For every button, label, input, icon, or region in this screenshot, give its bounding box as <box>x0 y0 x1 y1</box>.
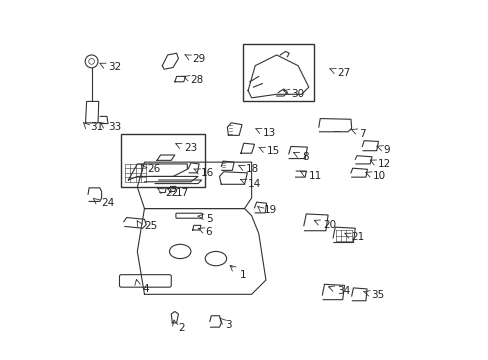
Text: 6: 6 <box>205 227 211 237</box>
Text: 19: 19 <box>264 205 277 215</box>
Text: 14: 14 <box>247 179 261 189</box>
Text: 31: 31 <box>90 122 103 132</box>
Text: 32: 32 <box>108 63 121 72</box>
Text: 10: 10 <box>372 171 386 181</box>
Bar <box>121 134 205 187</box>
Text: 5: 5 <box>205 214 212 224</box>
Text: 4: 4 <box>142 284 149 294</box>
Text: 34: 34 <box>337 286 350 296</box>
Text: 16: 16 <box>201 168 214 178</box>
Text: 23: 23 <box>183 143 197 153</box>
Text: 29: 29 <box>192 54 205 64</box>
Text: 11: 11 <box>308 171 322 181</box>
Text: 21: 21 <box>351 232 364 242</box>
Text: 28: 28 <box>190 75 203 85</box>
Text: 26: 26 <box>147 164 160 174</box>
Bar <box>242 44 313 102</box>
Text: 22: 22 <box>165 188 178 198</box>
Text: 13: 13 <box>263 128 276 138</box>
Text: 35: 35 <box>370 290 384 300</box>
Text: 33: 33 <box>108 122 121 132</box>
Text: 17: 17 <box>176 188 189 198</box>
Text: 30: 30 <box>290 89 304 99</box>
Text: 7: 7 <box>358 129 365 139</box>
Text: 8: 8 <box>302 152 308 162</box>
Text: 24: 24 <box>101 198 114 208</box>
Text: 2: 2 <box>178 323 184 333</box>
Text: 27: 27 <box>337 68 350 78</box>
Text: 3: 3 <box>224 320 231 330</box>
Text: 1: 1 <box>240 270 246 280</box>
Text: 18: 18 <box>245 164 258 174</box>
Text: 9: 9 <box>383 145 389 155</box>
Text: 15: 15 <box>266 147 279 157</box>
Text: 25: 25 <box>143 221 157 231</box>
Text: 12: 12 <box>377 159 390 169</box>
Text: 20: 20 <box>323 220 336 230</box>
